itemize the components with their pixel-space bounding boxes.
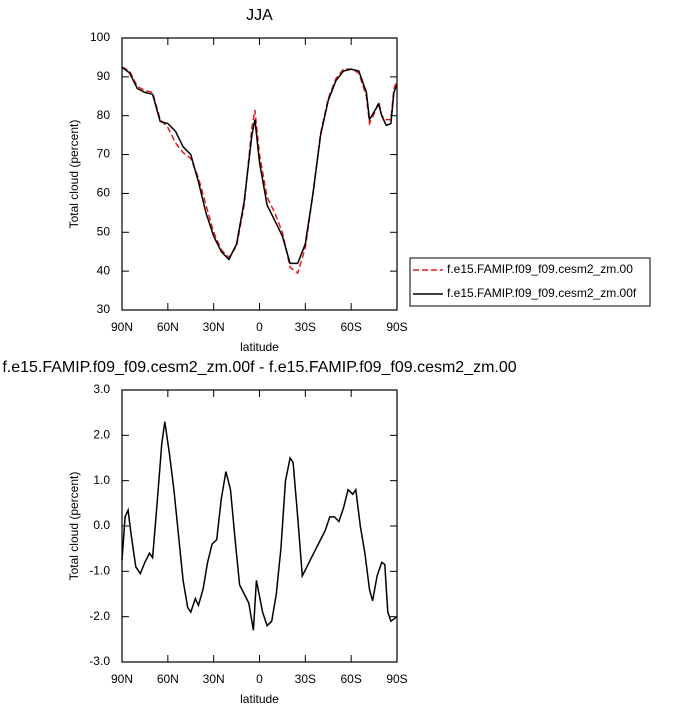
- x-tick-label: 30S: [295, 672, 316, 686]
- y-tick-label: 2.0: [93, 428, 110, 442]
- x-tick-label: 90N: [111, 320, 133, 334]
- y-axis-label: Total cloud (percent): [67, 472, 81, 581]
- plot-frame: [121, 389, 398, 663]
- y-tick-label: 80: [97, 108, 111, 122]
- y-tick-label: -2.0: [89, 609, 110, 623]
- x-axis-label: latitude: [240, 340, 279, 354]
- chart-title: JJA: [246, 7, 273, 24]
- x-tick-label: 90S: [386, 320, 407, 334]
- y-tick-label: 100: [90, 30, 110, 44]
- data-line: [121, 421, 398, 631]
- y-tick-label: 60: [97, 186, 111, 200]
- x-tick-label: 0: [256, 672, 263, 686]
- data-line: [121, 66, 398, 275]
- y-tick-label: 30: [97, 302, 111, 316]
- x-tick-label: 90S: [386, 672, 407, 686]
- x-tick-label: 30N: [203, 320, 225, 334]
- x-tick-label: 60N: [157, 672, 179, 686]
- legend-label: f.e15.FAMIP.f09_f09.cesm2_zm.00: [447, 262, 633, 276]
- x-tick-label: 60N: [157, 320, 179, 334]
- y-tick-label: 3.0: [93, 382, 110, 396]
- x-tick-label: 0: [256, 320, 263, 334]
- y-tick-label: 40: [97, 263, 111, 277]
- legend-box: [409, 257, 651, 307]
- y-tick-label: 50: [97, 224, 111, 238]
- legend-label: f.e15.FAMIP.f09_f09.cesm2_zm.00f: [447, 286, 637, 300]
- data-line: [121, 66, 398, 265]
- plot-frame: [121, 37, 398, 311]
- x-tick-label: 60S: [340, 320, 361, 334]
- y-tick-label: -1.0: [89, 564, 110, 578]
- y-tick-label: 1.0: [93, 473, 110, 487]
- y-tick-label: 0.0: [93, 518, 110, 532]
- x-tick-label: 90N: [111, 672, 133, 686]
- y-axis-label: Total cloud (percent): [67, 120, 81, 229]
- y-tick-label: 90: [97, 69, 111, 83]
- y-tick-label: 70: [97, 147, 111, 161]
- x-tick-label: 30N: [203, 672, 225, 686]
- x-tick-label: 30S: [295, 320, 316, 334]
- chart-title: f.e15.FAMIP.f09_f09.cesm2_zm.00f - f.e15…: [2, 359, 516, 376]
- y-tick-label: -3.0: [89, 654, 110, 668]
- x-axis-label: latitude: [240, 692, 279, 706]
- x-tick-label: 60S: [340, 672, 361, 686]
